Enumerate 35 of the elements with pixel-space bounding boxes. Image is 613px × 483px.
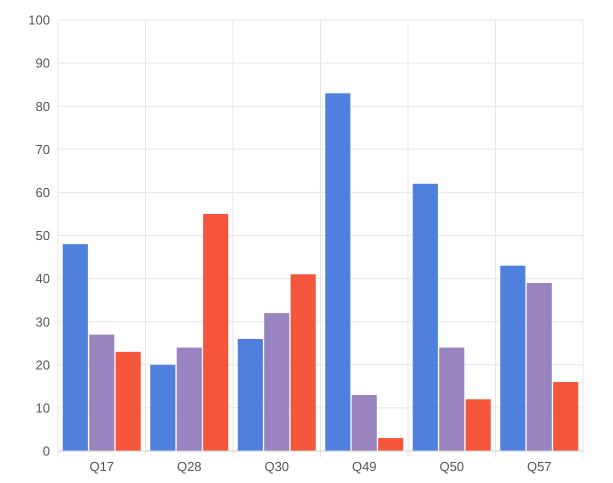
- bar: [526, 282, 552, 451]
- bar: [439, 348, 464, 451]
- y-tick-label: 50: [36, 228, 50, 244]
- bar: [500, 266, 526, 451]
- bar: [412, 184, 438, 451]
- bar: [116, 352, 141, 451]
- x-tick-label: Q49: [352, 459, 377, 474]
- y-tick-label: 60: [36, 184, 50, 200]
- bar: [238, 338, 263, 451]
- bar: [290, 274, 316, 451]
- x-tick-label: Q17: [89, 459, 114, 474]
- bar: [150, 364, 176, 451]
- bar: [378, 438, 404, 451]
- bar: [203, 214, 228, 451]
- y-tick-label: 100: [28, 12, 50, 28]
- bar: [264, 313, 290, 451]
- bar: [553, 382, 578, 451]
- bar: [325, 93, 350, 451]
- bar: [62, 244, 88, 451]
- bar: [89, 334, 114, 451]
- y-tick-label: 0: [42, 444, 50, 459]
- y-tick-label: 10: [36, 400, 50, 416]
- x-tick-label: Q30: [264, 459, 290, 474]
- y-tick-label: 40: [36, 271, 50, 286]
- y-tick-label: 90: [36, 56, 50, 71]
- x-tick-label: Q57: [526, 459, 552, 474]
- bar: [466, 399, 491, 451]
- x-tick-label: Q28: [176, 459, 202, 474]
- y-tick-label: 30: [36, 314, 50, 330]
- bar: [176, 348, 202, 451]
- x-tick-label: Q50: [439, 459, 464, 474]
- y-tick-label: 20: [36, 357, 50, 372]
- y-tick-label: 70: [36, 142, 50, 157]
- y-tick-label: 80: [36, 98, 50, 114]
- bar: [352, 394, 377, 451]
